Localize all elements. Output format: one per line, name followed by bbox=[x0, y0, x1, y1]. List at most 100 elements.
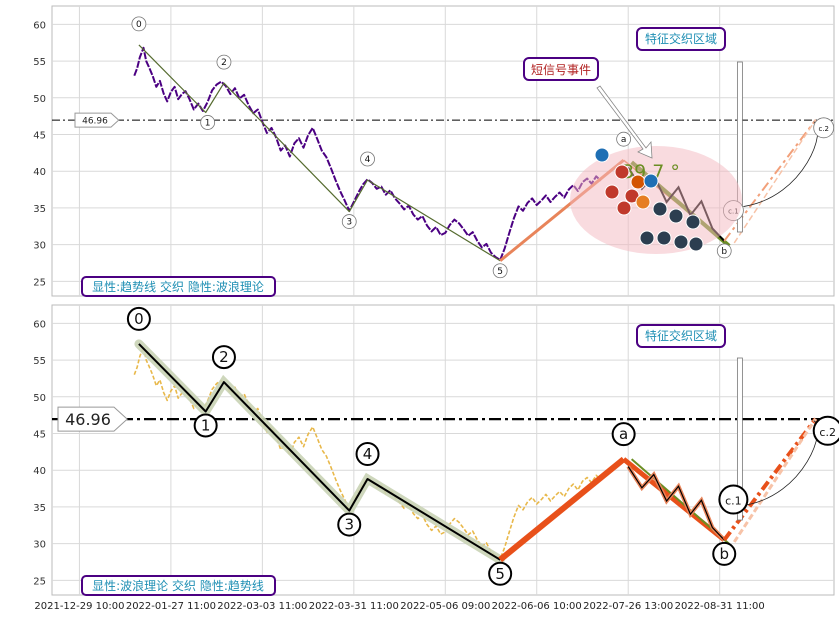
wave-label-circle bbox=[200, 115, 216, 130]
y-tick-label: 35 bbox=[33, 503, 46, 514]
signal-marker bbox=[614, 164, 630, 180]
reference-arrow bbox=[57, 406, 128, 432]
signal-marker bbox=[594, 147, 610, 163]
x-tick-label: 2022-03-31 11:00 bbox=[309, 601, 399, 612]
signal-marker bbox=[616, 200, 632, 216]
signal-marker bbox=[673, 234, 689, 250]
wave-label: a bbox=[619, 425, 628, 443]
wave-label-circle bbox=[812, 415, 839, 446]
reference-label: 46.96 bbox=[82, 117, 108, 127]
y-tick-label: 60 bbox=[33, 20, 46, 31]
wave-label: 5 bbox=[495, 565, 505, 583]
signal-marker bbox=[668, 208, 684, 224]
c1-marker-bar bbox=[736, 61, 743, 233]
legend-box bbox=[81, 276, 276, 297]
signal-marker bbox=[630, 174, 646, 190]
x-axis: 2021-12-29 10:00 2022-01-27 11:00 2022-03-… bbox=[34, 601, 764, 612]
wave-label-circle bbox=[360, 151, 375, 167]
x-tick-label: 2022-07-26 13:00 bbox=[583, 601, 673, 612]
wave-label-circle bbox=[341, 214, 357, 229]
wave-label-circle bbox=[131, 16, 147, 32]
wave-label-circle bbox=[716, 243, 732, 259]
wave-label-circle bbox=[126, 306, 151, 331]
y-tick-label: 40 bbox=[33, 167, 46, 178]
wave-label: 2 bbox=[219, 348, 229, 366]
plot-frame bbox=[51, 304, 835, 596]
wave-label-circle bbox=[193, 413, 218, 438]
c1-marker-bar bbox=[736, 357, 743, 521]
reference-arrow bbox=[74, 112, 120, 128]
plot-frame bbox=[51, 5, 835, 297]
wave-line bbox=[138, 44, 501, 262]
x-tick-label: 2021-12-29 10:00 bbox=[34, 601, 124, 612]
y-tick-label: 55 bbox=[33, 356, 46, 367]
signal-marker bbox=[639, 230, 655, 246]
wave-label-circle bbox=[216, 54, 232, 70]
legend-label: 显性:趋势线 交织 隐性:波浪理论 bbox=[92, 279, 264, 294]
wave-label: 2 bbox=[221, 58, 227, 68]
wave-label-circle bbox=[337, 512, 362, 537]
signal-marker bbox=[635, 194, 651, 210]
y-tick-label: 25 bbox=[33, 277, 46, 288]
event-arrow bbox=[596, 85, 653, 159]
projection-line-2 bbox=[732, 417, 817, 543]
signal-marker bbox=[643, 173, 659, 189]
y-tick-label: 30 bbox=[33, 241, 46, 252]
y-tick-label: 50 bbox=[33, 94, 46, 105]
y-tick-label: 40 bbox=[33, 466, 46, 477]
wave-label: 4 bbox=[365, 155, 371, 165]
wave-label: c.2 bbox=[819, 426, 836, 439]
wave-label: 3 bbox=[346, 218, 352, 228]
wave-label-circle bbox=[616, 131, 632, 147]
wave-label: b bbox=[721, 247, 727, 257]
feature-ellipse bbox=[570, 146, 742, 254]
zone-label: 特征交织区域 bbox=[645, 31, 717, 46]
zigzag-core bbox=[627, 466, 725, 541]
y-tick-label: 60 bbox=[33, 319, 46, 330]
zone-label: 特征交织区域 bbox=[645, 328, 717, 343]
x-tick-label: 2022-08-31 11:00 bbox=[675, 601, 765, 612]
y-tick-label: 55 bbox=[33, 57, 46, 68]
signal-marker bbox=[656, 230, 672, 246]
y-tick-label: 25 bbox=[33, 576, 46, 587]
wave-label: 4 bbox=[363, 445, 373, 463]
wave-label-circle bbox=[718, 484, 749, 515]
wave-label: c.1 bbox=[725, 495, 742, 508]
y-tick-label: 30 bbox=[33, 540, 46, 551]
wave-label-circle bbox=[813, 117, 835, 139]
wave-label: 0 bbox=[136, 20, 142, 30]
wave-label: 0 bbox=[134, 310, 144, 328]
wave-label: 1 bbox=[201, 416, 211, 434]
x-tick-label: 2022-01-27 11:00 bbox=[126, 601, 216, 612]
decline-line bbox=[622, 457, 726, 542]
signal-marker bbox=[688, 236, 704, 252]
y-tick-label: 35 bbox=[33, 204, 46, 215]
signal-marker bbox=[685, 214, 701, 230]
wave-label: c.2 bbox=[818, 125, 829, 133]
wave-label-circle bbox=[211, 345, 236, 370]
projection-line-2 bbox=[733, 119, 817, 244]
zone-label-box bbox=[636, 27, 726, 51]
wave-label: b bbox=[719, 545, 729, 563]
wave-label: a bbox=[621, 135, 627, 145]
panel-bottom: 253035404550556046.96012345abc.1c.2特征交织区… bbox=[33, 304, 839, 596]
wave-label: 1 bbox=[205, 118, 211, 128]
rise-line bbox=[498, 456, 626, 563]
panel-top: 253035404550556046.96012345abc.1c.2特征交织区… bbox=[33, 5, 835, 297]
y-tick-label: 45 bbox=[33, 130, 46, 141]
wave-label-circle bbox=[355, 442, 380, 466]
event-label-box bbox=[523, 57, 599, 81]
wave-label-circle bbox=[492, 263, 508, 279]
wave-line bbox=[138, 343, 501, 561]
x-tick-label: 2022-03-03 11:00 bbox=[217, 601, 307, 612]
legend-box bbox=[81, 575, 276, 596]
zone-label-box bbox=[636, 324, 726, 348]
y-tick-label: 50 bbox=[33, 393, 46, 404]
x-tick-label: 2022-06-06 10:00 bbox=[492, 601, 582, 612]
wave-label-circle bbox=[488, 561, 513, 586]
reference-label: 46.96 bbox=[65, 410, 111, 429]
wave-label: 3 bbox=[344, 516, 354, 534]
legend-label: 显性:波浪理论 交织 隐性:趋势线 bbox=[92, 578, 264, 593]
wave-label-circle bbox=[611, 422, 636, 447]
signal-marker bbox=[604, 184, 620, 200]
